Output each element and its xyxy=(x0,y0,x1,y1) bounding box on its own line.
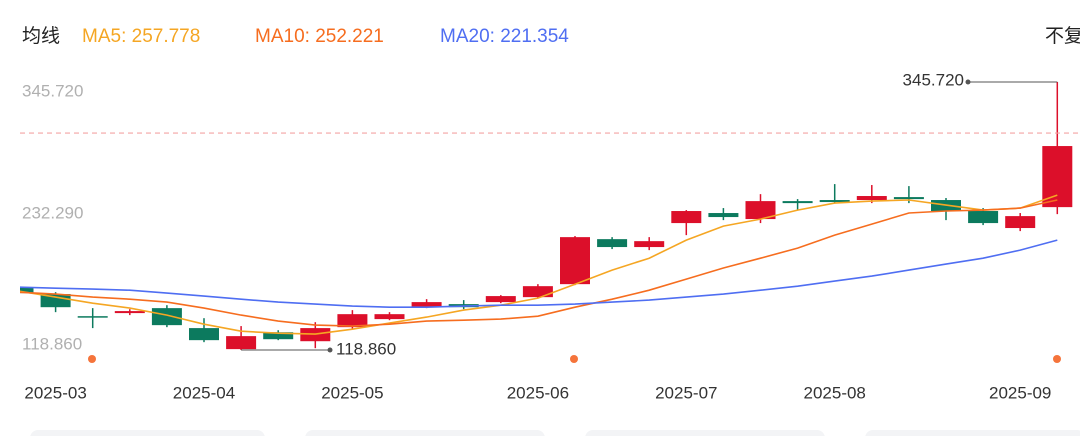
candle-body xyxy=(819,200,850,203)
ma-line xyxy=(20,199,1058,327)
candle-body xyxy=(151,308,182,326)
event-dot[interactable] xyxy=(570,355,578,363)
tab[interactable] xyxy=(585,430,825,436)
candle-body xyxy=(226,336,257,350)
mode-label[interactable]: 不复 xyxy=(1045,25,1080,47)
candle-body xyxy=(560,237,590,285)
y-tick-label: 232.290 xyxy=(22,203,83,222)
candle-body xyxy=(1042,146,1073,208)
candle-body xyxy=(856,196,887,201)
y-tick-label: 118.860 xyxy=(22,334,82,353)
candle-body xyxy=(20,287,34,294)
x-tick-label: 2025-07 xyxy=(655,383,717,402)
x-tick-label: 2025-03 xyxy=(24,383,86,402)
candle-body xyxy=(485,296,516,303)
legend-entry: MA20: 221.354 xyxy=(440,26,569,47)
ma-line xyxy=(20,239,1058,308)
candle-body xyxy=(968,211,999,224)
candle-body xyxy=(40,294,71,308)
legend-title: 均线 xyxy=(22,25,60,47)
candle-body xyxy=(745,201,776,220)
tab[interactable] xyxy=(865,430,1080,436)
ma-line xyxy=(20,194,1058,335)
candle-body xyxy=(671,211,702,224)
legend-entry: MA10: 252.221 xyxy=(255,26,384,47)
max-annotation: 345.720 xyxy=(903,70,964,89)
candle-body xyxy=(337,314,368,328)
candle-body xyxy=(374,314,405,320)
candle-body xyxy=(522,286,553,298)
candle-body xyxy=(77,316,108,318)
candle-body xyxy=(411,302,442,308)
y-tick-label: 345.720 xyxy=(22,81,83,100)
candle-body xyxy=(189,328,219,341)
candle-body xyxy=(597,239,628,248)
candle-body xyxy=(263,332,294,340)
candle-body xyxy=(893,197,924,200)
min-dot xyxy=(327,347,333,353)
x-tick-label: 2025-04 xyxy=(173,383,235,402)
min-annotation: 118.860 xyxy=(336,339,396,358)
tab[interactable] xyxy=(30,430,265,436)
candle-body xyxy=(1005,216,1036,229)
event-dot[interactable] xyxy=(1053,355,1061,363)
plot-area xyxy=(20,82,1073,350)
tab[interactable] xyxy=(305,430,545,436)
max-dot xyxy=(965,79,971,85)
candle-body xyxy=(782,201,813,204)
x-tick-label: 2025-06 xyxy=(507,383,569,402)
candle-body xyxy=(708,213,739,218)
x-tick-label: 2025-08 xyxy=(804,383,866,402)
event-dot[interactable] xyxy=(88,355,96,363)
legend-entry: MA5: 257.778 xyxy=(82,26,200,47)
x-tick-label: 2025-09 xyxy=(989,383,1051,402)
candle-body xyxy=(114,311,145,314)
candle-body xyxy=(634,241,665,248)
x-tick-label: 2025-05 xyxy=(321,383,383,402)
